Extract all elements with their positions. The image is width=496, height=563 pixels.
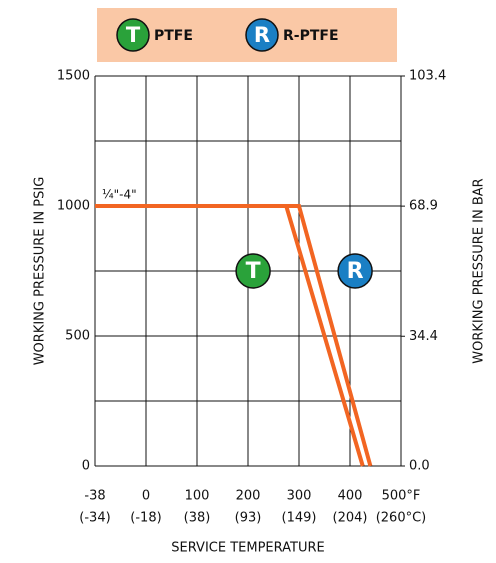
x-tick-celsius: (93)	[235, 511, 262, 526]
x-tick-label: 300	[287, 489, 312, 504]
y-tick-label: 500	[65, 329, 90, 344]
badge-circle	[116, 18, 150, 52]
y2-tick-label: 34.4	[409, 329, 438, 344]
y2-axis-title: WORKING PRESSURE IN BAR	[472, 178, 487, 363]
y2-tick-label: 0.0	[409, 459, 430, 474]
x-tick-label: 400	[338, 489, 363, 504]
x-tick-label: 500°F	[382, 489, 421, 504]
x-tick-celsius: (38)	[184, 511, 211, 526]
badge-letter: R	[347, 259, 364, 284]
legend-label: R-PTFE	[283, 28, 339, 44]
badge-letter: T	[126, 23, 141, 47]
badge-letter: T	[246, 259, 261, 284]
x-tick-celsius: (204)	[333, 511, 368, 526]
x-tick-celsius: (-34)	[79, 511, 110, 526]
badge-circle	[245, 18, 279, 52]
x-tick-label: 200	[236, 489, 261, 504]
x-tick-celsius: (149)	[282, 511, 317, 526]
badge-circle	[337, 253, 373, 289]
size-annotation: ¼"-4"	[102, 188, 137, 202]
y-tick-label: 0	[82, 459, 90, 474]
x-tick-label: 100	[185, 489, 210, 504]
legend-label: PTFE	[154, 28, 193, 44]
y-axis-title: WORKING PRESSURE IN PSIG	[33, 177, 48, 366]
badge-letter: R	[254, 23, 270, 47]
y2-tick-label: 68.9	[409, 199, 438, 214]
y-tick-label: 1500	[57, 69, 90, 84]
x-tick-label: -38	[84, 489, 105, 504]
series-line	[95, 204, 373, 467]
x-tick-celsius: (-18)	[130, 511, 161, 526]
x-tick-celsius: (260°C)	[376, 511, 427, 526]
y2-tick-label: 103.4	[409, 69, 446, 84]
badge-circle	[235, 253, 271, 289]
y-tick-label: 1000	[57, 199, 90, 214]
x-axis-title: SERVICE TEMPERATURE	[171, 541, 324, 556]
x-tick-label: 0	[142, 489, 150, 504]
